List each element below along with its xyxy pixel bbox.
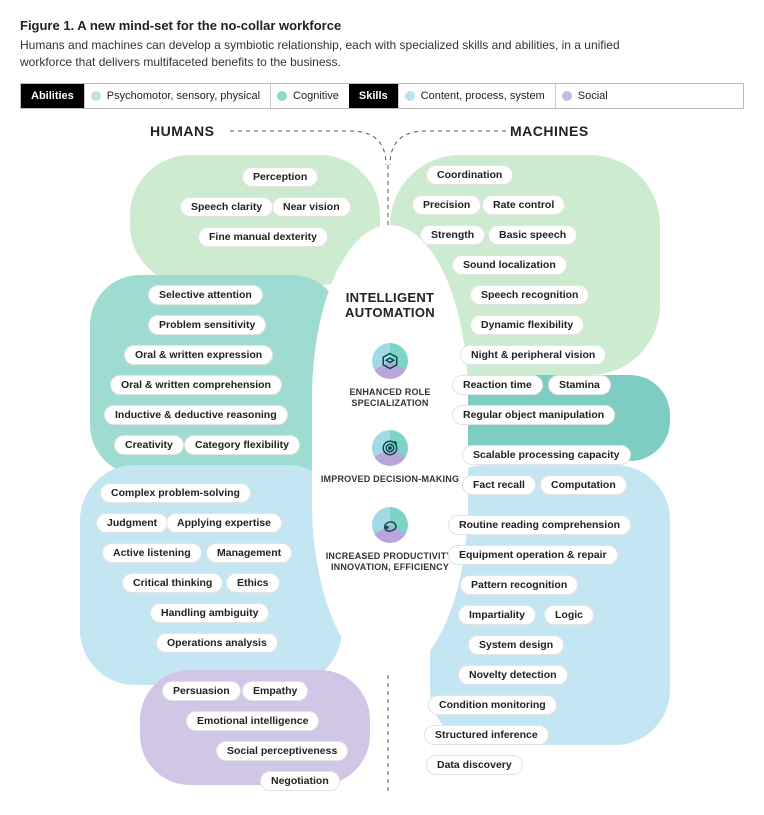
capability-pill: Handling ambiguity — [150, 603, 269, 623]
capability-pill: Critical thinking — [122, 573, 223, 593]
legend-text: Psychomotor, sensory, physical — [107, 90, 260, 102]
capability-pill: Social perceptiveness — [216, 741, 348, 761]
header-machines: MACHINES — [510, 123, 589, 139]
legend-group-label: Abilities — [21, 84, 84, 108]
capability-pill: Oral & written comprehension — [110, 375, 282, 395]
legend-bar: Abilities Psychomotor, sensory, physical C… — [20, 83, 744, 109]
capability-pill: Empathy — [242, 681, 308, 701]
capability-pill: Perception — [242, 167, 318, 187]
legend-dot — [405, 91, 415, 101]
capability-pill: Computation — [540, 475, 627, 495]
benefit-icon-3 — [372, 507, 408, 543]
capability-pill: Negotiation — [260, 771, 340, 791]
capability-pill: Management — [206, 543, 292, 563]
capability-pill: Night & peripheral vision — [460, 345, 606, 365]
header-humans: HUMANS — [150, 123, 214, 139]
benefit-icon-2 — [372, 430, 408, 466]
capability-pill: Precision — [412, 195, 481, 215]
capability-pill: Routine reading comprehension — [448, 515, 631, 535]
capability-pill: Scalable processing capacity — [462, 445, 631, 465]
capability-pill: Stamina — [548, 375, 611, 395]
capability-pill: Rate control — [482, 195, 565, 215]
legend-item: Psychomotor, sensory, physical — [84, 84, 270, 108]
capability-pill: Logic — [544, 605, 594, 625]
benefit-caption-1: ENHANCED ROLE SPECIALIZATION — [316, 387, 464, 409]
legend-group-label: Skills — [349, 84, 398, 108]
capability-pill: Novelty detection — [458, 665, 568, 685]
capability-pill: Oral & written expression — [124, 345, 273, 365]
figure-subtitle: Humans and machines can develop a symbio… — [20, 37, 640, 71]
capability-pill: Basic speech — [488, 225, 577, 245]
capability-pill: Persuasion — [162, 681, 241, 701]
capability-pill: Complex problem-solving — [100, 483, 251, 503]
figure-title: Figure 1. A new mind-set for the no-coll… — [20, 18, 744, 33]
capability-pill: Condition monitoring — [428, 695, 557, 715]
capability-pill: Equipment operation & repair — [448, 545, 618, 565]
legend-text: Social — [578, 90, 608, 102]
legend-dot — [562, 91, 572, 101]
capability-pill: Speech recognition — [470, 285, 589, 305]
capability-pill: Inductive & deductive reasoning — [104, 405, 288, 425]
center-title: INTELLIGENT AUTOMATION — [316, 290, 464, 321]
capability-pill: Fact recall — [462, 475, 536, 495]
capability-pill: Ethics — [226, 573, 280, 593]
capability-pill: Sound localization — [452, 255, 567, 275]
capability-pill: Judgment — [96, 513, 168, 533]
capability-pill: Pattern recognition — [460, 575, 578, 595]
capability-pill: Speech clarity — [180, 197, 273, 217]
capability-pill: Coordination — [426, 165, 513, 185]
center-column: INTELLIGENT AUTOMATION ENHANCED ROLE SPE… — [316, 240, 464, 573]
capability-pill: Near vision — [272, 197, 351, 217]
capability-pill: Dynamic flexibility — [470, 315, 584, 335]
legend-text: Content, process, system — [421, 90, 545, 102]
capability-pill: Strength — [420, 225, 485, 245]
capability-pill: Creativity — [114, 435, 184, 455]
legend-item: Content, process, system — [398, 84, 555, 108]
capability-pill: Data discovery — [426, 755, 523, 775]
legend-text: Cognitive — [293, 90, 339, 102]
benefit-icon-1 — [372, 343, 408, 379]
capability-pill: Regular object manipulation — [452, 405, 615, 425]
capability-pill: Problem sensitivity — [148, 315, 266, 335]
capability-pill: Selective attention — [148, 285, 263, 305]
legend-item: Social — [555, 84, 618, 108]
capability-pill: Impartiality — [458, 605, 536, 625]
capability-pill: System design — [468, 635, 564, 655]
capability-pill: Active listening — [102, 543, 202, 563]
legend-item: Cognitive — [270, 84, 349, 108]
capability-pill: Category flexibility — [184, 435, 300, 455]
capability-pill: Applying expertise — [166, 513, 282, 533]
legend-dot — [91, 91, 101, 101]
capability-pill: Structured inference — [424, 725, 549, 745]
diagram-stage: HUMANS MACHINES INTELLIGENT AUTOMATION E… — [20, 115, 744, 795]
benefit-caption-2: IMPROVED DECISION-MAKING — [316, 474, 464, 485]
benefit-caption-3: INCREASED PRODUCTIVITY, INNOVATION, EFFI… — [316, 551, 464, 573]
capability-pill: Fine manual dexterity — [198, 227, 328, 247]
legend-dot — [277, 91, 287, 101]
capability-pill: Reaction time — [452, 375, 543, 395]
capability-pill: Emotional intelligence — [186, 711, 319, 731]
capability-pill: Operations analysis — [156, 633, 278, 653]
